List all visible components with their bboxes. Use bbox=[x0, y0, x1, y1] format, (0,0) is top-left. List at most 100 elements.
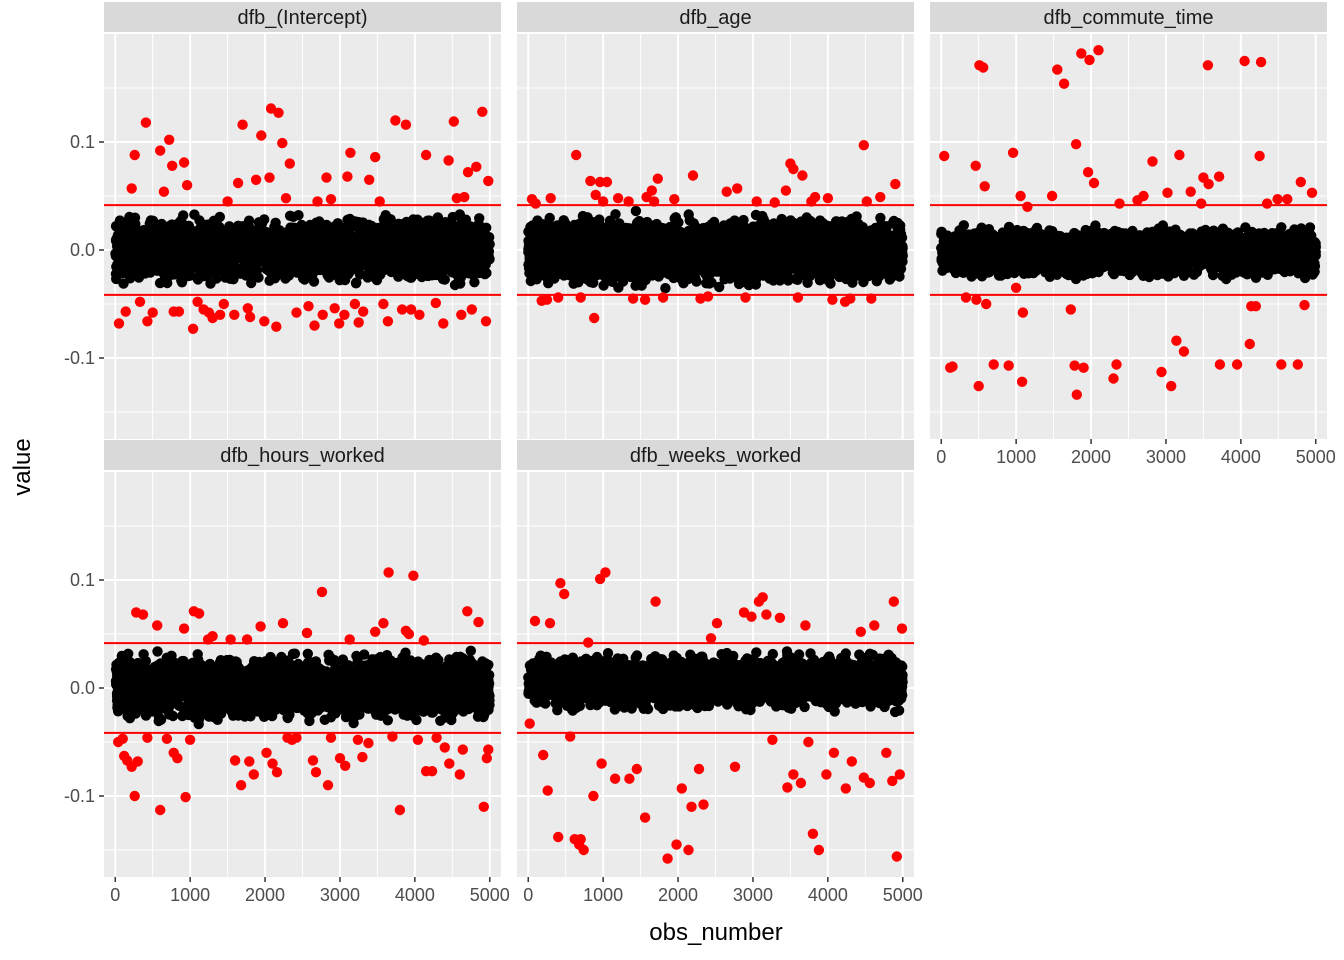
outlier-point bbox=[456, 309, 467, 320]
inlier-point bbox=[183, 220, 194, 231]
outlier-point bbox=[420, 149, 432, 161]
inlier-point bbox=[170, 222, 181, 233]
outlier-point bbox=[273, 107, 284, 119]
inlier-point bbox=[397, 267, 408, 279]
panels-layer: dfb_(Intercept) dfb_age dfb_commute_timedf… bbox=[104, 2, 1327, 877]
inlier-point bbox=[201, 270, 212, 281]
inlier-point bbox=[415, 227, 426, 238]
inlier-point bbox=[558, 215, 569, 226]
inlier-point bbox=[825, 267, 836, 278]
inlier-point bbox=[271, 236, 283, 247]
outlier-point bbox=[339, 309, 350, 320]
inlier-point bbox=[209, 225, 220, 237]
inlier-point bbox=[298, 251, 309, 262]
outlier-point bbox=[396, 304, 408, 315]
inlier-point bbox=[380, 260, 392, 271]
inlier-point bbox=[134, 226, 145, 237]
facet-panel: dfb_(Intercept) bbox=[104, 2, 501, 439]
facet-strip-label: dfb_(Intercept) bbox=[237, 7, 367, 29]
inlier-point bbox=[676, 274, 687, 285]
outlier-point bbox=[325, 194, 337, 205]
inlier-point bbox=[440, 259, 452, 270]
outlier-point bbox=[250, 174, 262, 185]
inlier-point bbox=[452, 253, 463, 264]
inlier-point bbox=[274, 226, 286, 238]
outlier-point bbox=[345, 147, 356, 158]
inlier-point bbox=[438, 236, 450, 247]
outlier-point bbox=[173, 306, 185, 317]
inlier-point bbox=[275, 262, 286, 273]
outlier-point bbox=[353, 317, 364, 328]
outlier-point bbox=[232, 177, 244, 189]
outlier-point bbox=[264, 172, 275, 183]
inlier-point bbox=[683, 209, 694, 220]
outlier-point bbox=[181, 180, 193, 191]
outlier-point bbox=[321, 172, 332, 183]
inlier-point bbox=[299, 265, 310, 277]
inlier-point bbox=[293, 210, 304, 221]
outlier-point bbox=[259, 316, 270, 327]
inlier-point bbox=[150, 241, 161, 252]
outlier-point bbox=[113, 318, 125, 329]
inlier-point bbox=[137, 235, 149, 246]
inlier-point bbox=[891, 221, 903, 232]
inlier-point bbox=[359, 237, 371, 248]
inlier-point bbox=[401, 216, 412, 228]
inlier-point bbox=[350, 278, 362, 289]
inlier-point bbox=[118, 278, 129, 289]
inlier-point bbox=[356, 248, 367, 259]
facet-strip bbox=[104, 2, 501, 32]
inlier-point bbox=[117, 217, 128, 228]
inlier-point bbox=[364, 264, 376, 275]
outlier-point bbox=[382, 316, 394, 327]
inlier-point bbox=[851, 211, 862, 222]
outlier-point bbox=[155, 145, 166, 156]
inlier-point bbox=[801, 212, 812, 223]
inlier-point bbox=[469, 277, 480, 288]
inlier-point bbox=[444, 226, 455, 237]
outlier-point bbox=[256, 130, 267, 141]
inlier-point bbox=[449, 279, 461, 291]
inlier-point bbox=[323, 228, 334, 239]
inlier-point bbox=[224, 223, 235, 234]
outlier-point bbox=[120, 306, 131, 317]
outlier-point bbox=[218, 298, 229, 310]
inlier-point bbox=[432, 224, 443, 235]
outlier-point bbox=[358, 306, 369, 317]
outlier-point bbox=[312, 196, 323, 207]
inlier-point bbox=[471, 254, 482, 266]
inlier-point bbox=[660, 283, 671, 294]
outlier-point bbox=[277, 137, 288, 149]
facet-strip-label: dfb_age bbox=[679, 7, 751, 29]
outlier-point bbox=[271, 321, 282, 332]
inlier-point bbox=[249, 257, 261, 268]
inlier-point bbox=[149, 255, 160, 267]
outlier-point bbox=[280, 193, 292, 204]
outlier-point bbox=[438, 318, 449, 329]
facet-panel: dfb_age bbox=[517, 2, 914, 439]
inlier-point bbox=[156, 218, 167, 230]
inlier-point bbox=[115, 259, 126, 270]
outlier-point bbox=[244, 311, 256, 323]
inlier-point bbox=[333, 261, 344, 272]
outlier-point bbox=[158, 186, 170, 197]
outlier-point bbox=[284, 158, 295, 169]
inlier-point bbox=[197, 255, 209, 266]
outlier-point bbox=[329, 303, 340, 314]
inlier-point bbox=[177, 235, 188, 246]
outlier-point bbox=[349, 298, 361, 310]
inlier-point bbox=[416, 250, 427, 262]
outlier-point bbox=[471, 161, 482, 172]
inlier-point bbox=[110, 268, 122, 280]
outlier-point bbox=[229, 309, 240, 320]
outlier-point bbox=[129, 149, 140, 161]
outlier-point bbox=[242, 303, 253, 314]
inlier-point bbox=[177, 260, 188, 271]
inlier-point bbox=[145, 225, 156, 237]
inlier-point bbox=[324, 238, 335, 249]
inlier-point bbox=[239, 260, 251, 271]
inlier-point bbox=[282, 242, 293, 254]
outlier-point bbox=[187, 323, 199, 334]
inlier-point bbox=[253, 217, 265, 228]
outlier-point bbox=[430, 297, 441, 309]
